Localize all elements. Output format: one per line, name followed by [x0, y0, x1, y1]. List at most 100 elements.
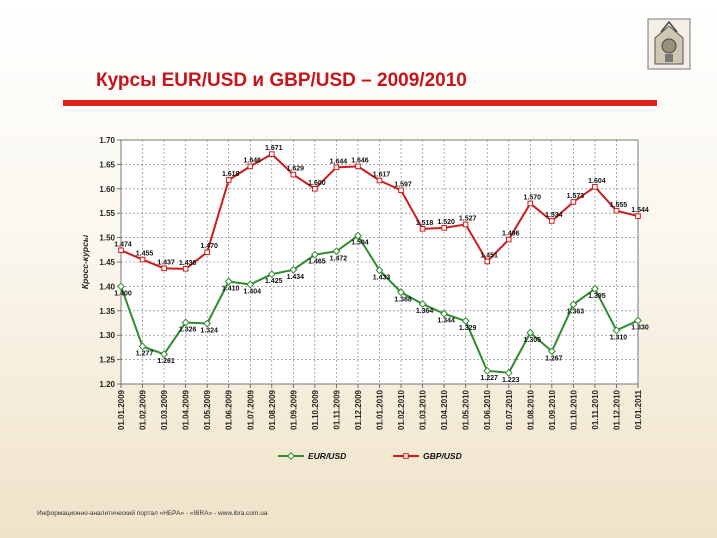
- data-label: 1.570: [524, 194, 542, 201]
- x-tick-label: 01.09.2009: [289, 389, 298, 430]
- data-label: 1.520: [437, 219, 455, 226]
- gbp-usd-point: [204, 249, 210, 256]
- x-tick-label: 01.06.2010: [483, 389, 492, 430]
- y-tick-label: 1.35: [99, 307, 115, 316]
- eur-usd-point: [375, 266, 384, 275]
- data-label: 1.600: [308, 180, 326, 187]
- x-tick-label: 01.04.2010: [440, 389, 449, 430]
- data-label: 1.363: [567, 308, 585, 315]
- gbp-usd-point: [484, 258, 491, 265]
- data-label: 1.455: [136, 251, 154, 258]
- y-tick-label: 1.20: [99, 380, 115, 389]
- gbp-usd-point: [312, 186, 318, 192]
- x-tick-label: 01.05.2009: [203, 389, 212, 430]
- eur-usd-point: [160, 350, 169, 359]
- eur-usd-point: [612, 326, 621, 335]
- gbp-usd-point: [462, 221, 469, 228]
- data-label: 1.277: [136, 350, 154, 357]
- y-axis-title: Кросс-курсы: [80, 234, 90, 289]
- y-tick-label: 1.40: [99, 282, 115, 291]
- gbp-usd-point: [225, 177, 232, 183]
- gbp-usd-point: [333, 164, 340, 171]
- data-label: 1.472: [330, 255, 348, 262]
- data-label: 1.646: [243, 157, 261, 164]
- gbp-usd-point: [355, 163, 361, 170]
- x-tick-label: 01.05.2010: [462, 389, 471, 430]
- eur-usd-point: [547, 347, 556, 356]
- legend-label: GBP/USD: [423, 451, 462, 461]
- eur-usd-point: [138, 342, 147, 351]
- eur-usd-point: [569, 300, 578, 309]
- gbp-usd-point: [268, 151, 275, 157]
- x-tick-label: 01.08.2009: [268, 389, 277, 430]
- data-label: 1.305: [524, 337, 542, 344]
- data-label: 1.451: [480, 253, 498, 260]
- y-tick-label: 1.45: [99, 258, 115, 267]
- gbp-usd-point: [247, 163, 254, 170]
- eur-usd-point: [483, 366, 492, 375]
- data-label: 1.573: [567, 193, 585, 200]
- footer-text: Информационно-аналитический портал «НБРА…: [37, 510, 268, 517]
- x-tick-label: 01.01.2009: [117, 389, 126, 430]
- gbp-usd-point: [419, 226, 426, 232]
- data-label: 1.437: [157, 259, 175, 266]
- x-tick-label: 01.10.2009: [311, 389, 320, 430]
- x-tick-label: 01.03.2009: [160, 389, 169, 430]
- data-label: 1.267: [545, 355, 563, 362]
- data-label: 1.436: [179, 260, 197, 267]
- y-tick-label: 1.55: [99, 209, 115, 218]
- eur-usd-point: [590, 284, 599, 293]
- legend-marker: [287, 452, 295, 460]
- data-label: 1.310: [610, 334, 628, 341]
- eur-usd-point: [246, 280, 255, 289]
- data-label: 1.364: [416, 308, 434, 315]
- eur-usd-point: [397, 288, 406, 297]
- eur-usd-point: [353, 231, 362, 240]
- data-label: 1.527: [459, 215, 477, 222]
- eur-usd-point: [440, 309, 449, 318]
- data-label: 1.555: [610, 202, 628, 209]
- data-label: 1.618: [222, 171, 240, 178]
- gbp-usd-point: [505, 236, 512, 243]
- eur-usd-point: [224, 277, 233, 286]
- data-label: 1.496: [502, 231, 520, 238]
- x-tick-label: 01.07.2009: [246, 389, 255, 430]
- data-label: 1.434: [287, 274, 305, 281]
- x-tick-label: 01.03.2010: [419, 389, 428, 430]
- data-label: 1.544: [631, 207, 649, 214]
- gbp-usd-point: [182, 266, 189, 272]
- data-label: 1.324: [200, 327, 218, 334]
- data-label: 1.344: [437, 318, 455, 325]
- data-label: 1.326: [179, 327, 197, 334]
- data-label: 1.425: [265, 278, 283, 285]
- data-label: 1.597: [394, 181, 412, 188]
- eur-usd-point: [634, 316, 642, 325]
- data-label: 1.395: [588, 293, 606, 300]
- data-label: 1.261: [157, 358, 175, 365]
- y-tick-label: 1.60: [99, 185, 115, 194]
- data-label: 1.223: [502, 377, 520, 384]
- eur-usd-point: [117, 282, 125, 291]
- x-tick-label: 01.02.2009: [139, 389, 148, 430]
- legend-marker: [403, 453, 409, 459]
- data-label: 1.617: [373, 172, 391, 179]
- x-tick-label: 01.11.2010: [591, 389, 600, 429]
- x-tick-label: 01.11.2009: [332, 389, 341, 429]
- gbp-usd-point: [549, 218, 555, 224]
- data-label: 1.404: [243, 288, 261, 295]
- eur-usd-point: [181, 318, 190, 327]
- data-label: 1.671: [265, 145, 283, 152]
- data-label: 1.329: [459, 325, 477, 332]
- gbp-usd-point: [376, 177, 383, 184]
- eur-usd-point: [526, 328, 535, 337]
- gbp-usd-point: [118, 247, 124, 254]
- data-label: 1.604: [588, 178, 606, 185]
- data-label: 1.227: [480, 375, 498, 382]
- data-label: 1.388: [394, 296, 412, 303]
- gbp-usd-point: [398, 187, 404, 194]
- gbp-usd-point: [527, 200, 534, 207]
- data-label: 1.465: [308, 259, 326, 266]
- data-label: 1.470: [200, 243, 218, 250]
- gbp-usd-point: [613, 207, 620, 214]
